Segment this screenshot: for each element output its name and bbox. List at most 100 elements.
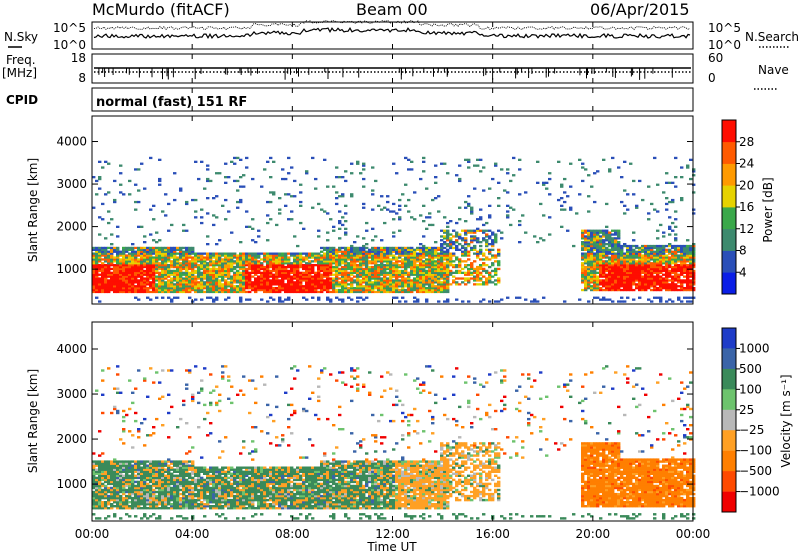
power-cell [590, 267, 594, 271]
velocity-cell [119, 486, 123, 490]
power-cell [158, 179, 162, 183]
power-cell [137, 189, 141, 192]
power-cell [182, 246, 186, 250]
power-cell [104, 277, 108, 280]
power-cell [140, 290, 144, 294]
power-cell [416, 252, 420, 255]
power-cell [356, 271, 360, 274]
power-cell [413, 258, 417, 261]
power-cell [539, 202, 543, 206]
power-cell [662, 252, 666, 255]
power-cell [686, 164, 690, 167]
power-cell [377, 204, 381, 207]
power-cell [206, 197, 210, 200]
power-cell [101, 273, 105, 276]
power-cell [218, 262, 222, 265]
power-cell [140, 281, 144, 284]
power-cell [131, 248, 135, 251]
power-cell [356, 254, 360, 257]
power-cell [674, 258, 678, 261]
power-cell [353, 258, 357, 261]
power-cell [671, 269, 675, 273]
power-cell [671, 256, 675, 259]
power-cell [161, 256, 165, 259]
power-cell [95, 288, 99, 292]
velocity-cell [92, 452, 96, 455]
power-cell [479, 170, 483, 173]
power-cell [227, 267, 231, 271]
power-cell [608, 285, 612, 288]
power-cell [389, 283, 393, 286]
velocity-cell [116, 411, 120, 415]
power-cell [158, 248, 162, 251]
power-cell [611, 252, 615, 255]
power-cell [152, 248, 156, 251]
power-cell [653, 283, 657, 286]
power-cell [248, 264, 252, 267]
power-cell [377, 279, 381, 282]
power-cell [446, 244, 450, 248]
power-cell [617, 258, 621, 261]
power-cell [644, 277, 648, 280]
power-cell [479, 271, 483, 274]
velocity-cell [92, 468, 96, 471]
velocity-cell [134, 507, 138, 510]
power-cell [191, 265, 195, 269]
power-cell [464, 233, 468, 236]
power-cell [452, 229, 456, 232]
power-cell [245, 258, 249, 261]
power-cell [596, 281, 600, 284]
velocity-cell [101, 452, 105, 455]
power-cell [191, 250, 195, 253]
power-cell [467, 273, 471, 276]
power-cell [635, 254, 639, 257]
power-cell [641, 285, 645, 288]
velocity-cell [131, 476, 135, 480]
power-cell [365, 279, 369, 282]
power-cell [200, 221, 204, 225]
power-cell [461, 271, 465, 274]
power-cell [209, 279, 213, 282]
power-cell [440, 260, 444, 263]
power-cell [689, 285, 693, 288]
power-cell [419, 246, 423, 250]
power-cell [131, 281, 135, 284]
power-cell [155, 256, 159, 259]
noise-tick-right-top: 10^5 [708, 21, 741, 35]
power-cell [608, 281, 612, 284]
power-cell [179, 248, 183, 251]
power-cell [482, 262, 486, 265]
velocity-cell [110, 480, 114, 484]
power-cell [401, 264, 405, 267]
power-cell [686, 281, 690, 284]
power-cell [284, 288, 288, 292]
power-cell [299, 221, 303, 225]
power-cell [164, 285, 168, 288]
power-cell [407, 265, 411, 269]
velocity-cell [128, 464, 132, 467]
power-cell [152, 250, 156, 253]
power-cell [362, 164, 366, 167]
power-cell [122, 246, 126, 250]
power-cell [365, 246, 369, 250]
power-cell [137, 288, 141, 292]
velocity-cell [116, 494, 120, 498]
power-cell [443, 265, 447, 269]
power-cell [548, 172, 552, 175]
power-cell [221, 260, 225, 263]
power-cell [620, 279, 624, 282]
velocity-cell [122, 466, 126, 469]
power-cell [596, 239, 600, 242]
power-cell [164, 273, 168, 276]
velocity-cell [128, 462, 132, 465]
power-cell [446, 267, 450, 271]
power-cell [665, 260, 669, 263]
velocity-cell [125, 482, 129, 486]
power-cell [143, 281, 147, 284]
power-cell [371, 189, 375, 192]
power-cell [299, 183, 303, 186]
power-cell [107, 290, 111, 294]
power-cell [227, 260, 231, 263]
power-cell [155, 275, 159, 278]
power-cell [659, 250, 663, 253]
